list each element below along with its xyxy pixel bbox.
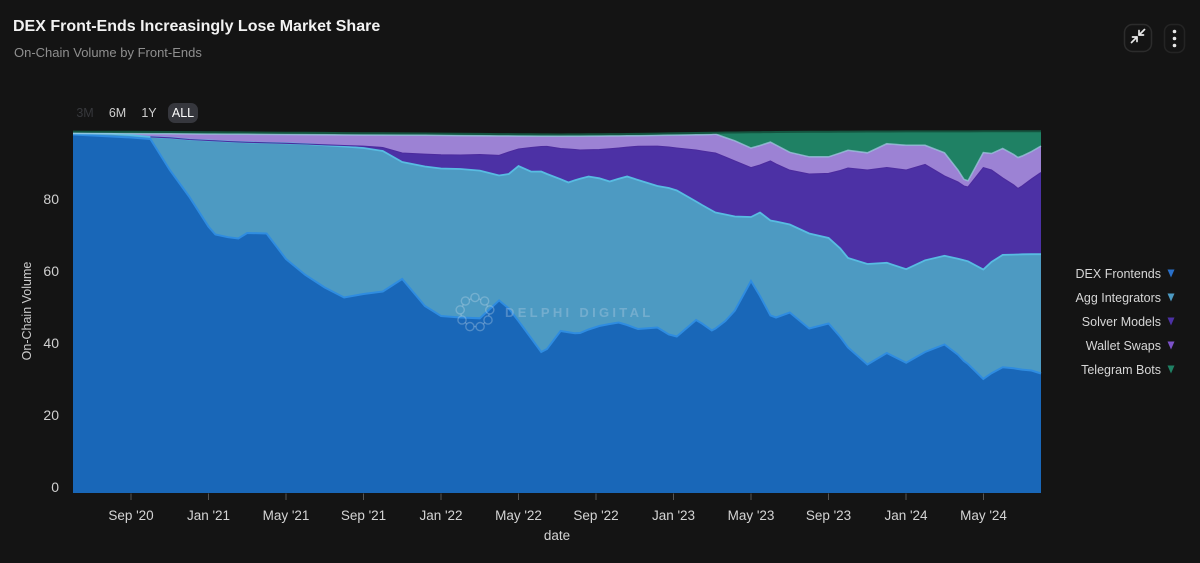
svg-text:DELPHI DIGITAL: DELPHI DIGITAL [505, 305, 654, 320]
